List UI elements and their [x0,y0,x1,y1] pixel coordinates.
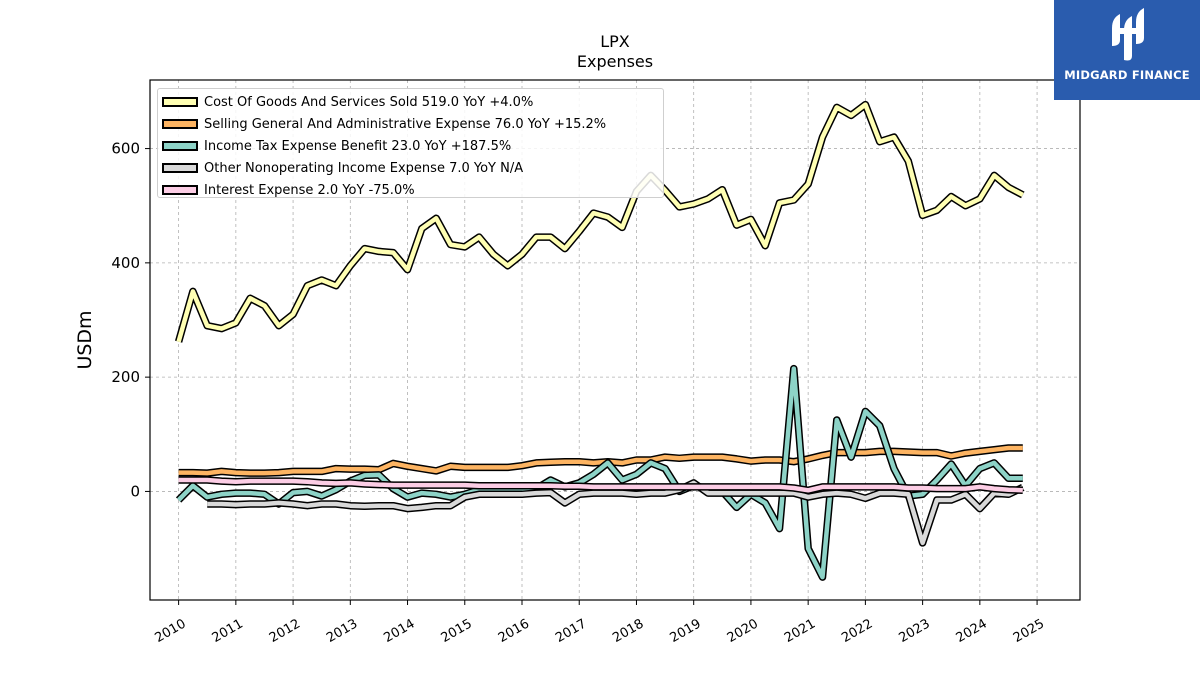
legend-item: Cost Of Goods And Services Sold 519.0 Yo… [162,91,663,113]
chart-subtitle: Expenses [576,52,654,71]
y-tick-label: 200 [111,368,140,386]
legend-swatch [162,163,198,173]
x-tick-label: 2024 [954,616,990,646]
series-5 [178,476,1023,495]
plot-frame [149,79,1081,601]
series-1 [174,100,1025,343]
x-tick-label: 2013 [324,616,360,646]
legend-label: Interest Expense 2.0 YoY -75.0% [204,182,415,198]
y-tick-label: 400 [111,254,140,272]
legend-swatch [162,119,198,129]
x-tick-label: 2011 [210,616,246,646]
x-tick-label: 2017 [553,616,589,646]
series-line [178,477,1023,493]
legend-label: Selling General And Administrative Expen… [204,116,607,132]
series-line [177,366,1023,580]
midgard-logo-icon [1112,8,1144,61]
y-tick-label: 600 [111,140,140,158]
x-tick-label: 2014 [381,616,417,646]
legend-swatch [162,97,198,107]
legend-label: Income Tax Expense Benefit 23.0 YoY +187… [204,138,512,154]
legend: Cost Of Goods And Services Sold 519.0 Yo… [157,88,664,198]
x-tick-label: 2020 [725,616,761,646]
legend-item: Other Nonoperating Income Expense 7.0 Yo… [162,157,663,179]
legend-label: Cost Of Goods And Services Sold 519.0 Yo… [204,94,534,110]
y-axis-label: USDm [74,310,96,369]
series-line [207,480,1024,546]
x-tick-label: 2015 [439,616,475,646]
x-tick-label: 2022 [839,616,875,646]
x-tick-label: 2012 [267,616,303,646]
legend-label: Other Nonoperating Income Expense 7.0 Yo… [204,160,524,176]
legend-swatch [162,185,198,195]
x-tick-label: 2019 [668,616,704,646]
series-lines [174,100,1025,581]
legend-item: Income Tax Expense Benefit 23.0 YoY +187… [162,135,663,157]
series-4 [207,479,1025,547]
x-tick-label: 2010 [152,616,188,646]
chart-title: LPX [600,32,630,51]
series-line [178,445,1023,476]
legend-swatch [162,141,198,151]
midgard-finance-logo: MIDGARD FINANCE [1054,0,1200,100]
x-tick-label: 2025 [1011,616,1047,646]
x-tick-label: 2023 [896,616,932,646]
y-tick-label: 0 [130,482,140,500]
legend-item: Interest Expense 2.0 YoY -75.0% [162,179,663,201]
series-3 [175,364,1023,581]
legend-item: Selling General And Administrative Expen… [162,113,663,135]
x-tick-label: 2018 [610,616,646,646]
logo-text: MIDGARD FINANCE [1064,68,1190,82]
series-2 [178,444,1023,477]
series-line [176,102,1024,343]
x-tick-label: 2016 [496,616,532,646]
x-tick-label: 2021 [782,616,818,646]
